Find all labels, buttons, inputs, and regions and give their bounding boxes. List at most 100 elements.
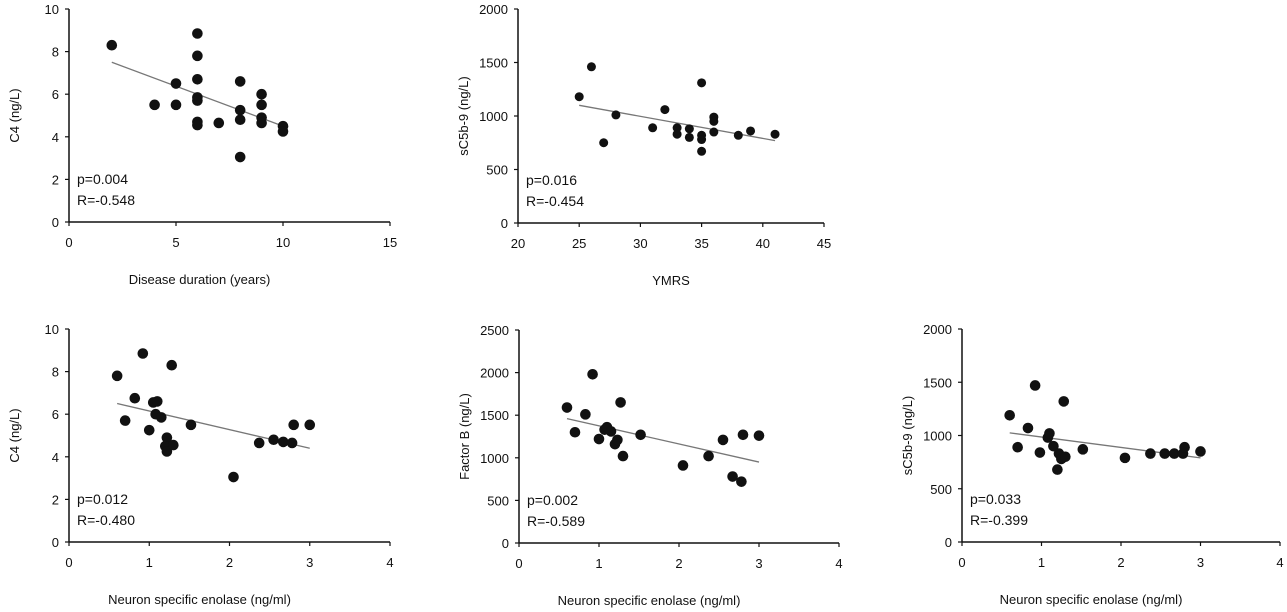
data-point: [697, 135, 707, 145]
p-value-label: p=0.002: [527, 492, 578, 508]
y-axis-label: sC5b-9 (ng/L): [456, 76, 471, 155]
y-tick-label: 2000: [923, 322, 952, 337]
p-value-label: p=0.016: [526, 172, 577, 188]
x-tick-label: 0: [65, 235, 72, 250]
scatter-panel-4: 0 500 1000 1500 2000 2500 0 1 2 3 4 Neuron specific…: [457, 323, 843, 608]
data-point: [1022, 422, 1034, 434]
x-tick-label: 5: [172, 235, 179, 250]
data-point: [770, 129, 780, 139]
data-point: [569, 426, 581, 438]
data-point: [753, 430, 765, 441]
x-tick-label: 10: [276, 235, 290, 250]
y-tick-label: 8: [52, 45, 59, 60]
y-tick-label: 2000: [479, 2, 508, 17]
scatter-panel-1: 0 2 4 6 8 10 0 5 10 15 Disease duration (years) C4 …: [7, 2, 397, 287]
data-point: [192, 119, 203, 131]
y-tick-label: 0: [945, 535, 952, 550]
data-point: [234, 151, 246, 163]
y-tick-label: 1500: [923, 375, 952, 390]
data-point: [1012, 441, 1023, 453]
p-value-label: p=0.033: [970, 491, 1021, 507]
data-point: [1060, 451, 1071, 463]
x-tick-label: 1: [146, 555, 153, 570]
scatter-panel-2: 0 500 1000 1500 2000 20 25 30 35 40 45 YMRS sC5b-9 (…: [456, 2, 831, 288]
data-point: [192, 95, 203, 106]
y-tick-label: 0: [52, 215, 59, 230]
x-axis-label: Neuron specific enolase (ng/ml): [558, 593, 741, 608]
data-point: [288, 419, 300, 431]
data-point: [1058, 396, 1070, 407]
data-point: [612, 434, 623, 446]
data-point: [717, 434, 729, 446]
data-point: [709, 116, 719, 126]
r-value-label: R=-0.399: [970, 512, 1028, 528]
x-tick-label: 40: [756, 236, 770, 251]
data-point: [166, 359, 178, 371]
data-point: [1048, 440, 1059, 452]
data-point: [672, 123, 682, 133]
scatter-panel-3: 0 2 4 6 8 10 0 1 2 3 4 Neuron specific enolase (ng/…: [7, 322, 394, 607]
data-point: [234, 114, 246, 126]
data-point: [574, 92, 584, 102]
x-tick-label: 25: [572, 236, 586, 251]
data-point: [635, 429, 646, 441]
y-tick-label: 500: [486, 163, 508, 178]
y-tick-label: 6: [52, 407, 59, 422]
p-value-label: p=0.004: [77, 171, 128, 187]
data-point: [587, 369, 598, 380]
data-point: [234, 76, 246, 87]
x-tick-label: 0: [65, 555, 72, 570]
data-point: [1034, 447, 1046, 458]
y-tick-label: 2: [52, 492, 59, 507]
y-tick-label: 2: [52, 172, 59, 187]
data-point: [170, 99, 182, 111]
y-tick-label: 0: [501, 216, 508, 231]
data-point: [1029, 380, 1041, 391]
scatter-panel-5: 0 500 1000 1500 2000 0 1 2 3 4 Neuron specific eno…: [900, 322, 1284, 607]
data-point: [660, 105, 670, 115]
data-point: [737, 429, 749, 441]
data-point: [253, 437, 265, 449]
data-point: [709, 127, 719, 137]
data-point: [677, 460, 689, 471]
p-value-label: p=0.012: [77, 491, 128, 507]
data-point: [168, 439, 179, 451]
data-point: [170, 78, 182, 89]
y-tick-label: 10: [45, 322, 59, 337]
x-tick-label: 2: [1117, 555, 1124, 570]
data-point: [684, 132, 694, 142]
data-point: [746, 126, 756, 136]
r-value-label: R=-0.548: [77, 192, 135, 208]
y-axis-label: C4 (ng/L): [7, 88, 22, 142]
data-point: [111, 370, 123, 382]
y-tick-label: 2500: [480, 323, 509, 338]
x-tick-label: 0: [958, 555, 965, 570]
x-tick-label: 0: [515, 556, 522, 571]
x-tick-label: 20: [511, 236, 525, 251]
data-point: [703, 450, 714, 462]
y-tick-label: 500: [487, 493, 509, 508]
r-value-label: R=-0.454: [526, 193, 584, 209]
x-tick-label: 3: [306, 555, 313, 570]
x-axis-label: Disease duration (years): [129, 272, 271, 287]
y-tick-label: 0: [52, 535, 59, 550]
data-point: [277, 126, 289, 137]
data-point: [256, 88, 267, 100]
y-tick-label: 1500: [479, 56, 508, 71]
data-point: [256, 99, 267, 111]
data-point: [727, 471, 738, 482]
y-tick-label: 2000: [480, 366, 509, 381]
data-point: [1004, 409, 1015, 421]
x-tick-label: 15: [383, 235, 397, 250]
data-point: [1168, 448, 1180, 459]
data-point: [304, 419, 316, 431]
data-point: [733, 130, 743, 140]
x-tick-label: 3: [1197, 555, 1204, 570]
data-point: [605, 426, 617, 437]
data-point: [268, 434, 279, 446]
data-point: [736, 476, 747, 487]
data-point: [611, 110, 621, 120]
x-tick-label: 2: [226, 555, 233, 570]
x-tick-label: 1: [1038, 555, 1045, 570]
